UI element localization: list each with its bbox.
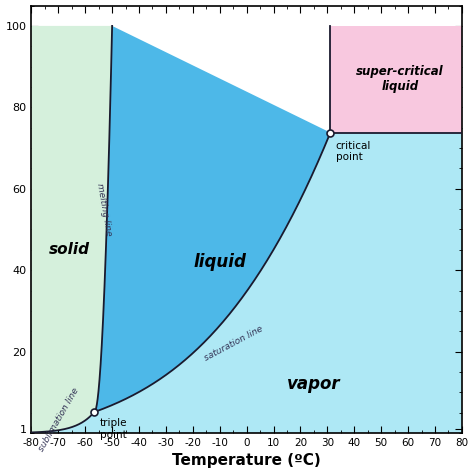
- Polygon shape: [94, 26, 330, 412]
- Text: solid: solid: [48, 242, 90, 257]
- Text: melting line: melting line: [95, 182, 113, 236]
- Text: critical
point: critical point: [336, 141, 371, 162]
- Text: super-critical
liquid: super-critical liquid: [356, 65, 444, 93]
- Text: sublimation line: sublimation line: [36, 387, 80, 453]
- Polygon shape: [330, 26, 462, 133]
- Polygon shape: [31, 133, 462, 433]
- Polygon shape: [31, 26, 112, 433]
- Text: vapor: vapor: [287, 375, 341, 393]
- Text: triple
point: triple point: [100, 418, 127, 439]
- X-axis label: Temperature (ºC): Temperature (ºC): [172, 454, 321, 468]
- Text: saturation line: saturation line: [202, 324, 264, 363]
- Text: liquid: liquid: [193, 253, 246, 271]
